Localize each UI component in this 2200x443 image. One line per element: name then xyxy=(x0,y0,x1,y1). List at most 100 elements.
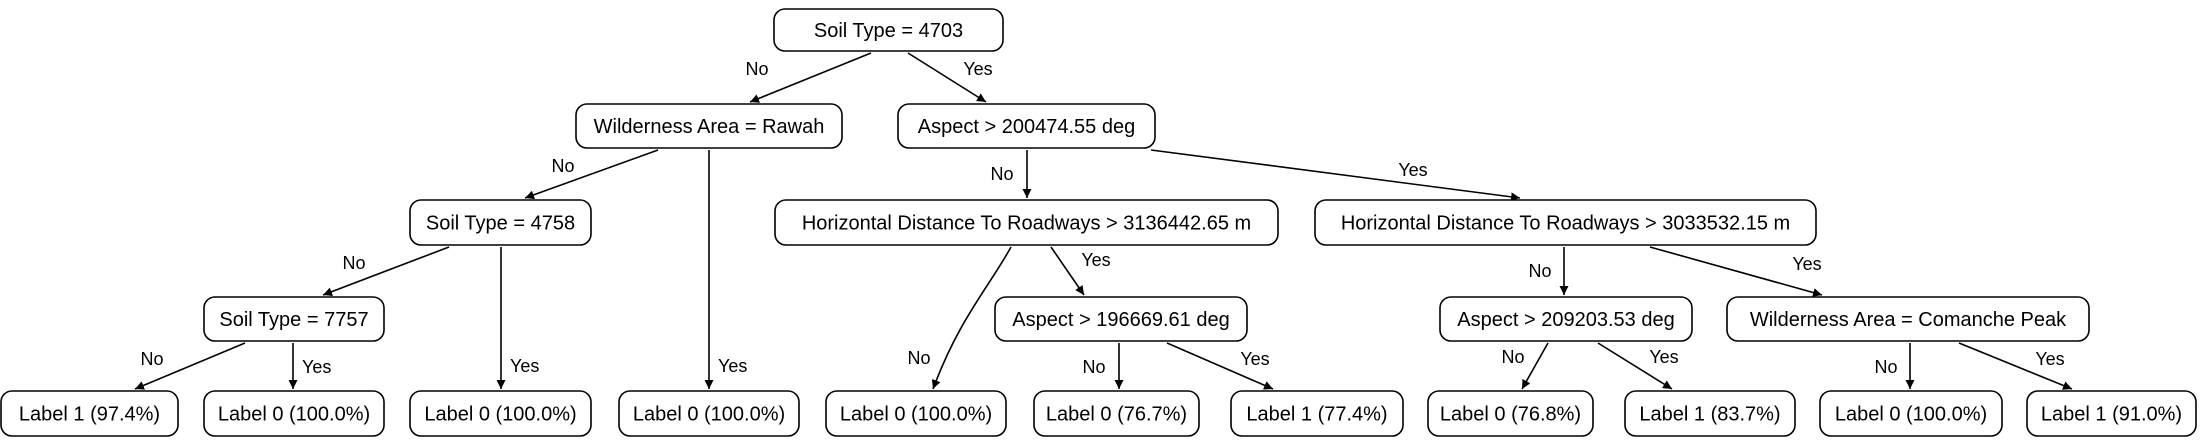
decision-node-wilderness-area-comanche-peak: Wilderness Area = Comanche Peak xyxy=(1726,296,2090,342)
edge-n3-to-l2: Yes xyxy=(496,247,539,389)
edge-connector xyxy=(1649,246,1823,297)
node-box xyxy=(409,199,592,246)
node-label: Label 0 (100.0%) xyxy=(424,404,576,426)
node-label: Wilderness Area = Comanche Peak xyxy=(1750,309,2067,331)
edge-label-yes: Yes xyxy=(1240,349,1269,369)
edge-n9-to-l9: No xyxy=(1874,343,1915,389)
edge-connector xyxy=(931,246,1012,390)
node-box xyxy=(1230,390,1404,437)
edge-n6-to-l1: Yes xyxy=(288,343,331,389)
edge-n8-to-l7: No xyxy=(1501,342,1549,390)
edge-connector xyxy=(749,52,872,103)
edge-label-no: No xyxy=(342,253,365,273)
leaf-node-label-1-97-4: Label 1 (97.4%) xyxy=(0,390,179,437)
edges-layer: No Yes No Yes No Yes No Yes No Yes No Yes No Yes No Yes… xyxy=(134,52,2073,390)
edge-label-no: No xyxy=(551,156,574,176)
node-label: Horizontal Distance To Roadways > 313644… xyxy=(802,213,1251,235)
edge-n5-to-n8: No xyxy=(1528,247,1569,295)
leaf-node-label-0-76-7: Label 0 (76.7%) xyxy=(1033,390,1200,437)
edge-n3-to-n6: No xyxy=(322,246,450,297)
node-box xyxy=(1033,390,1200,437)
node-label: Soil Type = 4703 xyxy=(814,20,963,42)
node-label: Label 1 (97.4%) xyxy=(19,404,160,426)
node-label: Label 1 (77.4%) xyxy=(1246,404,1387,426)
edge-label-yes: Yes xyxy=(963,59,992,79)
node-box xyxy=(409,390,592,437)
node-label: Wilderness Area = Rawah xyxy=(594,116,825,138)
edge-n0-to-n1: No xyxy=(745,52,872,103)
edge-connector xyxy=(1050,246,1085,296)
edge-connector xyxy=(322,246,450,297)
node-box xyxy=(774,199,1279,246)
node-label: Aspect > 196669.61 deg xyxy=(1012,309,1229,331)
node-label: Soil Type = 7757 xyxy=(219,309,368,331)
node-label: Label 0 (100.0%) xyxy=(218,404,370,426)
node-box xyxy=(1726,296,2090,342)
edge-n0-to-n2: Yes xyxy=(907,52,993,103)
leaf-node-label-1-83-7: Label 1 (83.7%) xyxy=(1624,390,1796,437)
edge-label-no: No xyxy=(907,348,930,368)
edge-connector xyxy=(1150,149,1521,202)
node-box xyxy=(575,103,843,149)
node-box xyxy=(897,103,1156,149)
edge-n9-to-l10: Yes xyxy=(1958,342,2073,390)
edge-connector xyxy=(907,52,987,103)
node-box xyxy=(1819,390,2003,437)
edge-n7-to-l6: Yes xyxy=(1166,342,1274,390)
leaf-node-label-0-100-0: Label 0 (100.0%) xyxy=(409,390,592,437)
edge-connector xyxy=(1958,342,2073,390)
edge-connector xyxy=(524,149,659,200)
edge-n1-to-n3: No xyxy=(524,149,659,200)
edge-label-no: No xyxy=(1528,261,1551,281)
node-label: Label 0 (76.7%) xyxy=(1046,404,1187,426)
node-label: Aspect > 200474.55 deg xyxy=(918,116,1135,138)
leaf-node-label-0-100-0: Label 0 (100.0%) xyxy=(1819,390,2003,437)
edge-label-yes: Yes xyxy=(1081,250,1110,270)
edge-n4-to-l4: No xyxy=(907,246,1012,390)
edge-n2-to-n5: Yes xyxy=(1150,149,1521,202)
edge-n5-to-n9: Yes xyxy=(1649,246,1823,297)
leaf-node-label-0-76-8: Label 0 (76.8%) xyxy=(1427,390,1594,437)
edge-label-no: No xyxy=(1501,347,1524,367)
decision-node-wilderness-area-rawah: Wilderness Area = Rawah xyxy=(575,103,843,149)
edge-label-no: No xyxy=(1874,357,1897,377)
node-box xyxy=(1427,390,1594,437)
node-box xyxy=(1314,199,1817,246)
edge-connector xyxy=(1521,342,1549,390)
node-box xyxy=(1624,390,1796,437)
edge-label-yes: Yes xyxy=(2035,349,2064,369)
edge-connector xyxy=(134,342,246,390)
node-label: Label 0 (100.0%) xyxy=(633,404,785,426)
leaf-node-label-0-100-0: Label 0 (100.0%) xyxy=(825,390,1007,437)
edge-label-yes: Yes xyxy=(1792,254,1821,274)
node-label: Label 0 (100.0%) xyxy=(1835,404,1987,426)
decision-node-aspect-200474-55-deg: Aspect > 200474.55 deg xyxy=(897,103,1156,149)
edge-n8-to-l8: Yes xyxy=(1597,342,1679,390)
node-box xyxy=(618,390,800,437)
node-label: Label 1 (91.0%) xyxy=(2041,404,2182,426)
edge-n1-to-l3: Yes xyxy=(704,150,747,389)
edge-connector xyxy=(1166,342,1274,390)
edge-n6-to-l0: No xyxy=(134,342,246,390)
leaf-node-label-1-91-0: Label 1 (91.0%) xyxy=(2026,390,2197,437)
node-box xyxy=(1439,296,1693,342)
node-box xyxy=(203,296,385,342)
leaf-node-label-0-100-0: Label 0 (100.0%) xyxy=(618,390,800,437)
edge-n2-to-n4: No xyxy=(990,150,1032,198)
decision-node-soil-type-4703: Soil Type = 4703 xyxy=(773,8,1004,52)
edge-n7-to-l5: No xyxy=(1082,343,1124,389)
edge-label-no: No xyxy=(745,59,768,79)
edge-label-no: No xyxy=(990,164,1013,184)
decision-node-aspect-209203-53-deg: Aspect > 209203.53 deg xyxy=(1439,296,1693,342)
edge-label-no: No xyxy=(1082,357,1105,377)
node-box xyxy=(825,390,1007,437)
node-box xyxy=(2026,390,2197,437)
edge-label-yes: Yes xyxy=(718,356,747,376)
edge-label-yes: Yes xyxy=(1398,160,1427,180)
edge-label-yes: Yes xyxy=(302,357,331,377)
decision-node-horizontal-distance-to-roadways-3033532-15-m: Horizontal Distance To Roadways > 303353… xyxy=(1314,199,1817,246)
node-label: Soil Type = 4758 xyxy=(426,213,575,235)
decision-node-horizontal-distance-to-roadways-3136442-65-m: Horizontal Distance To Roadways > 313644… xyxy=(774,199,1279,246)
edge-label-no: No xyxy=(140,349,163,369)
